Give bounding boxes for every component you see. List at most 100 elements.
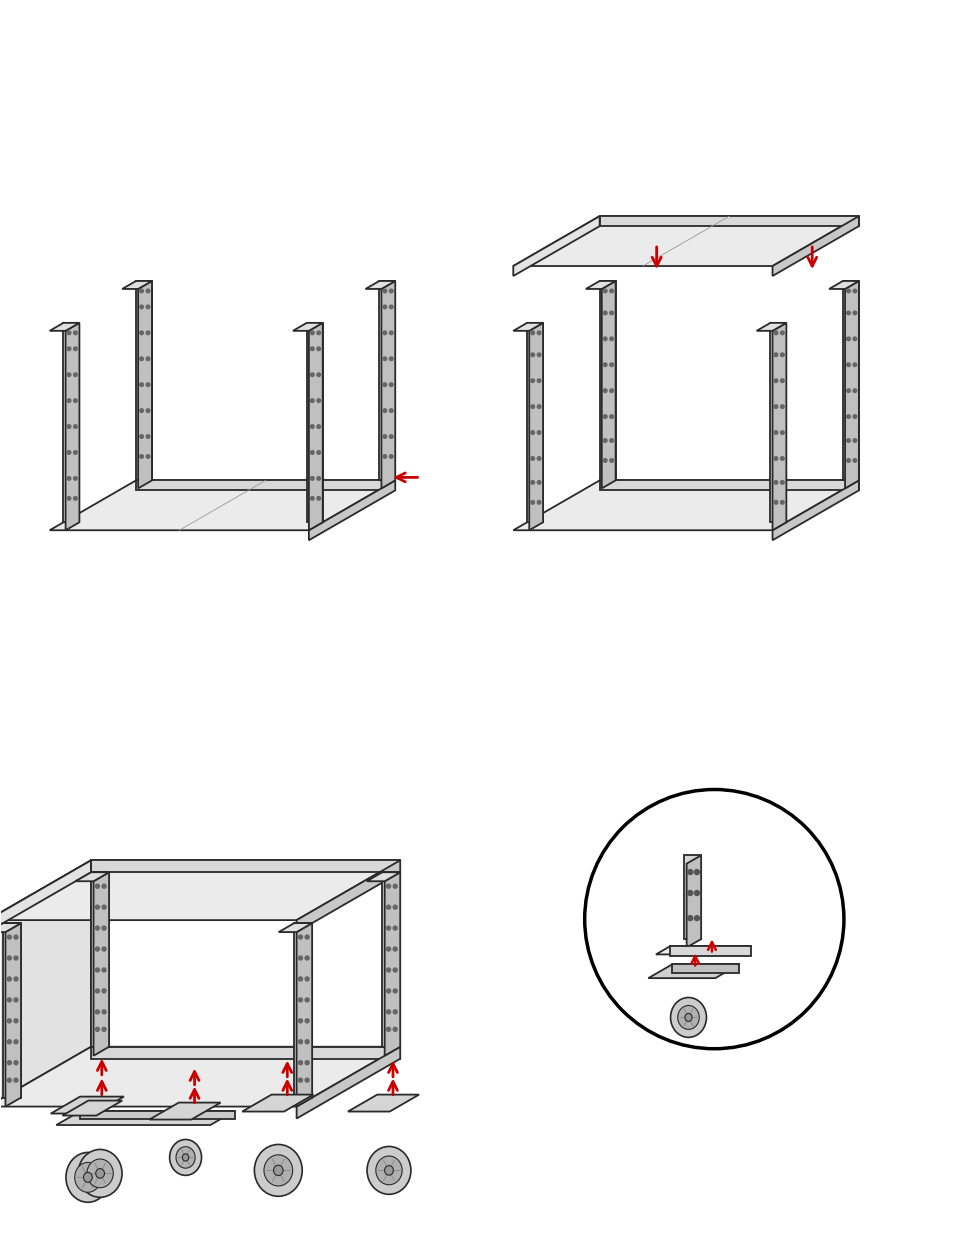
Circle shape [389, 289, 393, 293]
Polygon shape [0, 861, 91, 932]
Circle shape [73, 347, 77, 351]
Circle shape [95, 968, 99, 972]
Circle shape [852, 458, 856, 462]
Circle shape [305, 1040, 309, 1044]
Polygon shape [828, 282, 858, 289]
Polygon shape [293, 322, 322, 331]
Polygon shape [513, 480, 858, 530]
Circle shape [393, 905, 396, 909]
Circle shape [383, 289, 386, 293]
Circle shape [298, 1019, 302, 1023]
Circle shape [603, 289, 606, 293]
Circle shape [146, 357, 150, 361]
Polygon shape [66, 322, 79, 530]
Polygon shape [601, 282, 615, 488]
Circle shape [383, 435, 386, 438]
Circle shape [383, 454, 386, 458]
Circle shape [609, 389, 613, 393]
Polygon shape [51, 1097, 124, 1114]
Polygon shape [138, 282, 152, 488]
Polygon shape [365, 282, 395, 289]
Polygon shape [844, 282, 858, 488]
Polygon shape [842, 282, 858, 480]
Circle shape [389, 357, 393, 361]
Circle shape [14, 977, 18, 981]
Circle shape [316, 477, 320, 480]
Circle shape [8, 998, 11, 1002]
Circle shape [584, 789, 843, 1049]
Polygon shape [62, 1100, 122, 1115]
Ellipse shape [95, 1168, 105, 1178]
Polygon shape [672, 965, 739, 973]
Polygon shape [756, 322, 785, 331]
Circle shape [146, 305, 150, 309]
Polygon shape [50, 480, 395, 530]
Circle shape [687, 890, 692, 895]
Circle shape [530, 379, 534, 383]
Polygon shape [348, 1094, 418, 1112]
Polygon shape [242, 1094, 314, 1112]
Circle shape [73, 373, 77, 377]
Polygon shape [309, 480, 395, 540]
Circle shape [8, 935, 11, 939]
Circle shape [311, 347, 314, 351]
Circle shape [91, 1014, 95, 1018]
Circle shape [393, 947, 396, 951]
Circle shape [298, 956, 302, 960]
Circle shape [91, 897, 95, 900]
Polygon shape [772, 216, 858, 275]
Circle shape [774, 405, 777, 409]
Circle shape [298, 1061, 302, 1065]
Polygon shape [513, 322, 542, 331]
Circle shape [102, 926, 106, 930]
Circle shape [146, 289, 150, 293]
Circle shape [298, 1078, 302, 1082]
Circle shape [14, 1040, 18, 1044]
Circle shape [305, 1078, 309, 1082]
Ellipse shape [375, 1156, 402, 1184]
Circle shape [530, 331, 534, 335]
Circle shape [393, 968, 396, 972]
Polygon shape [150, 1103, 220, 1120]
Circle shape [537, 480, 540, 484]
Circle shape [687, 869, 692, 874]
Circle shape [140, 357, 143, 361]
Circle shape [8, 956, 11, 960]
Circle shape [8, 1061, 11, 1065]
Ellipse shape [264, 1155, 293, 1186]
Circle shape [316, 399, 320, 403]
Polygon shape [91, 872, 109, 1047]
Circle shape [91, 984, 95, 988]
Circle shape [73, 496, 77, 500]
Circle shape [316, 425, 320, 429]
Circle shape [316, 373, 320, 377]
Circle shape [146, 331, 150, 335]
Circle shape [393, 1028, 396, 1031]
Circle shape [305, 1019, 309, 1023]
Circle shape [389, 383, 393, 387]
Circle shape [846, 289, 849, 293]
Polygon shape [309, 322, 322, 530]
Polygon shape [513, 216, 858, 266]
Circle shape [846, 438, 849, 442]
Circle shape [383, 409, 386, 412]
Circle shape [67, 347, 71, 351]
Polygon shape [670, 946, 751, 956]
Polygon shape [278, 923, 312, 932]
Circle shape [386, 1010, 390, 1014]
Circle shape [694, 890, 699, 895]
Circle shape [140, 409, 143, 412]
Circle shape [14, 935, 18, 939]
Polygon shape [0, 861, 91, 1107]
Circle shape [140, 454, 143, 458]
Circle shape [383, 305, 386, 309]
Circle shape [311, 399, 314, 403]
Circle shape [780, 379, 783, 383]
Circle shape [67, 373, 71, 377]
Ellipse shape [670, 998, 706, 1037]
Circle shape [846, 337, 849, 341]
Circle shape [537, 405, 540, 409]
Circle shape [91, 926, 95, 930]
Circle shape [14, 1019, 18, 1023]
Polygon shape [686, 856, 700, 947]
